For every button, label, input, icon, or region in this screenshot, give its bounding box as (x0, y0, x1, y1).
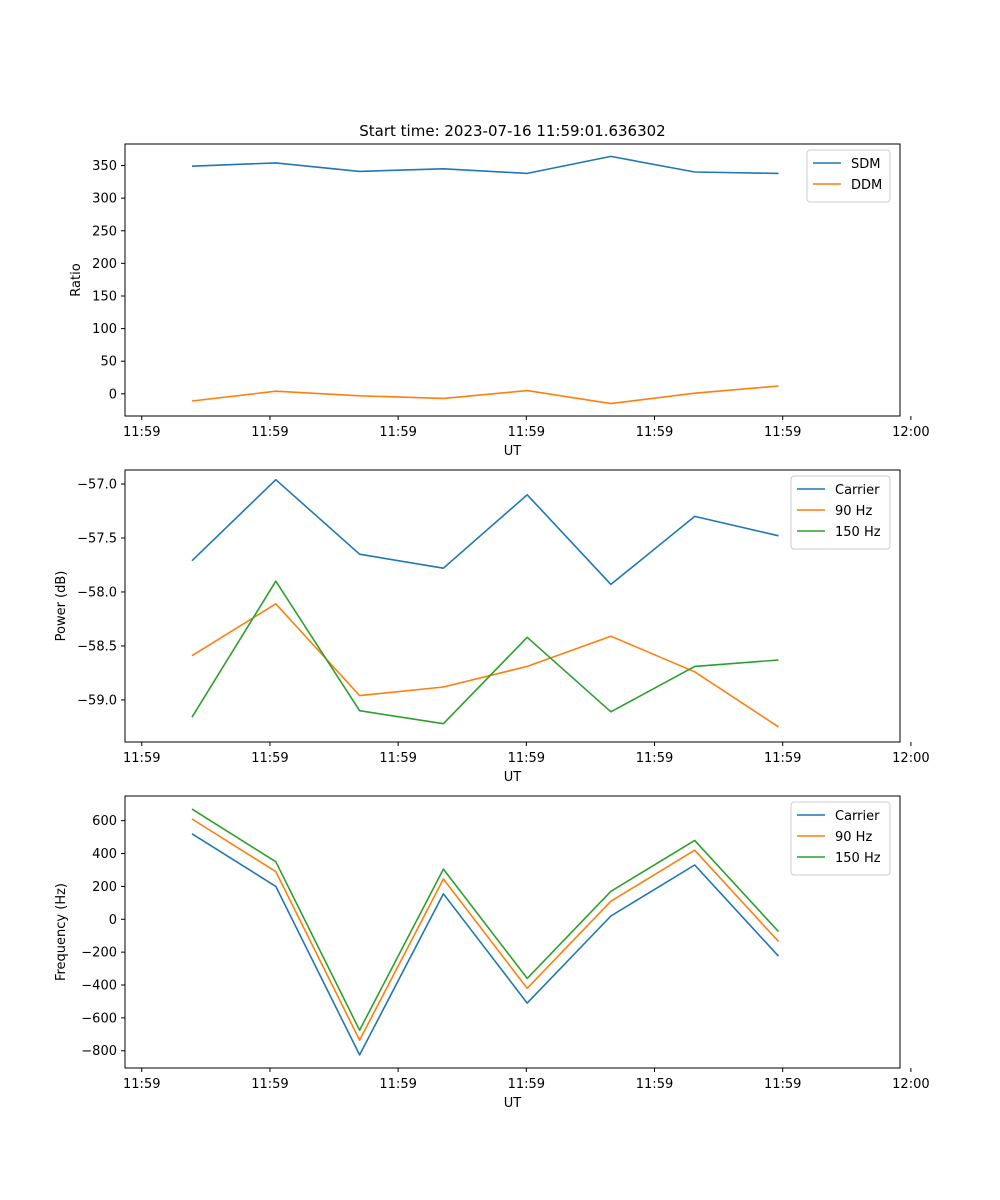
y-tick-label: −57.0 (77, 478, 117, 493)
chart-panel-2: 11:59 11:59 11:59 11:59 11:59 11:59 12:00 −59.0… (54, 469, 930, 785)
x-axis-label: UT (504, 1096, 522, 1111)
series-line-sdm (191, 155, 779, 175)
axes-frame (124, 795, 901, 1069)
x-tick-label: 11:59 (508, 425, 545, 440)
series-line-150-hz (191, 808, 780, 1031)
y-tick-label: 150 (92, 289, 117, 304)
chart-title: Start time: 2023-07-16 11:59:01.636302 (359, 122, 665, 140)
series-line-90-hz (191, 818, 780, 1041)
y-tick-label: 100 (92, 322, 117, 337)
y-axis-label: Ratio (69, 263, 84, 296)
series-group (191, 808, 780, 1056)
x-tick-label: 11:59 (379, 425, 416, 440)
y-tick-label: −600 (81, 1011, 117, 1026)
x-tick-label: 11:59 (508, 1077, 545, 1092)
x-tick-label: 11:59 (251, 1077, 288, 1092)
x-tick-label: 12:00 (892, 751, 929, 766)
y-tick-label: 200 (92, 257, 117, 272)
x-tick-label: 11:59 (379, 1077, 416, 1092)
axes-frame (124, 143, 901, 417)
y-tick-label: −800 (81, 1044, 117, 1059)
y-tick-label: −400 (81, 979, 117, 994)
x-tick-label: 11:59 (764, 751, 801, 766)
x-tick-label: 11:59 (379, 751, 416, 766)
y-tick-label: 200 (92, 880, 117, 895)
legend-entry-label: SDM (851, 157, 880, 172)
x-tick-label: 11:59 (123, 425, 160, 440)
y-tick-label: 300 (92, 192, 117, 207)
y-tick-label: −58.5 (77, 639, 117, 654)
x-tick-label: 11:59 (764, 1077, 801, 1092)
y-tick-label: −58.0 (77, 585, 117, 600)
chart-panel-1: Start time: 2023-07-16 11:59:01.636302 11… (69, 122, 930, 459)
y-tick-label: 0 (109, 913, 117, 928)
x-axis-label: UT (504, 444, 522, 459)
x-axis-label: UT (504, 770, 522, 785)
series-line-150-hz (191, 580, 779, 725)
series-line-90-hz (191, 602, 779, 728)
x-tick-label: 11:59 (508, 751, 545, 766)
y-tick-label: −59.0 (77, 693, 117, 708)
y-tick-label: −57.5 (77, 532, 117, 547)
y-tick-label: −200 (81, 946, 117, 961)
legend-entry-label: Carrier (835, 483, 880, 498)
x-tick-label: 11:59 (123, 1077, 160, 1092)
legend-entry-label: Carrier (835, 809, 880, 824)
x-tick-label: 11:59 (636, 751, 673, 766)
series-line-carrier (191, 478, 779, 586)
y-tick-label: 600 (92, 814, 117, 829)
series-line-ddm (191, 385, 779, 405)
y-tick-label: 50 (100, 355, 117, 370)
x-tick-label: 11:59 (123, 751, 160, 766)
series-group (191, 478, 779, 728)
legend: Carrier 90 Hz 150 Hz (790, 475, 891, 550)
y-tick-label: 250 (92, 224, 117, 239)
y-axis-label: Frequency (Hz) (54, 883, 69, 981)
x-tick-label: 11:59 (764, 425, 801, 440)
chart-panel-3: 11:59 11:59 11:59 11:59 11:59 11:59 12:00 −800 −… (54, 795, 930, 1111)
y-tick-label: 350 (92, 159, 117, 174)
x-tick-label: 11:59 (251, 425, 288, 440)
legend: Carrier 90 Hz 150 Hz (790, 801, 891, 876)
axes-frame (124, 469, 901, 743)
x-tick-label: 12:00 (892, 1077, 929, 1092)
legend-entry-label: 150 Hz (835, 525, 881, 540)
x-tick-label: 11:59 (636, 1077, 673, 1092)
y-tick-label: 0 (109, 387, 117, 402)
legend-entry-label: DDM (851, 178, 882, 193)
x-tick-label: 11:59 (251, 751, 288, 766)
y-axis-label: Power (dB) (54, 571, 69, 642)
series-group (191, 155, 779, 405)
legend-entry-label: 90 Hz (835, 830, 872, 845)
y-tick-label: 400 (92, 847, 117, 862)
x-tick-label: 11:59 (636, 425, 673, 440)
legend: SDM DDM (806, 149, 891, 203)
series-line-carrier (191, 833, 780, 1056)
legend-entry-label: 90 Hz (835, 504, 872, 519)
legend-entry-label: 150 Hz (835, 851, 881, 866)
x-tick-label: 12:00 (892, 425, 929, 440)
